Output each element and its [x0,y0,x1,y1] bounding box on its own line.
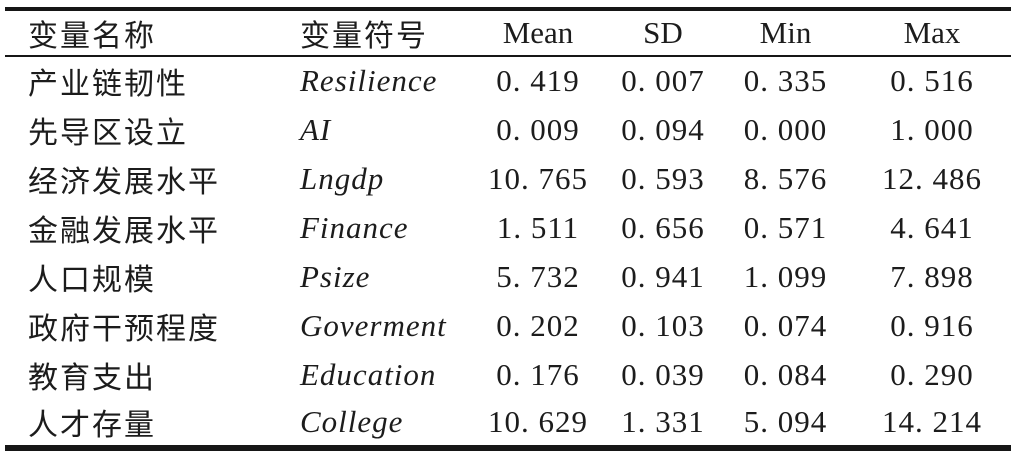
header-row: 变量名称 变量符号 Mean SD Min Max [5,9,1011,56]
variable-name-cell: 金融发展水平 [28,214,220,248]
min-cell: 0. 074 [743,307,828,343]
table-row: 经济发展水平 Lngdp 10. 765 0. 593 8. 576 12. 4… [5,154,1011,203]
table-row: 政府干预程度 Goverment 0. 202 0. 103 0. 074 0.… [5,301,1011,350]
mean-cell: 10. 629 [488,404,588,439]
variable-name-cell: 先导区设立 [28,116,188,150]
variable-name-cell: 政府干预程度 [28,312,220,346]
table-row: 人口规模 Psize 5. 732 0. 941 1. 099 7. 898 [5,252,1011,301]
header-mean: Mean [502,15,574,50]
variable-symbol-cell: Psize [300,258,371,294]
max-cell: 1. 000 [890,111,974,147]
table-row: 人才存量 College 10. 629 1. 331 5. 094 14. 2… [5,399,1011,448]
sd-cell: 0. 656 [621,209,705,245]
variable-symbol-cell: College [300,404,404,439]
variable-symbol-cell: Goverment [300,307,447,343]
min-cell: 5. 094 [743,404,828,439]
variable-symbol-cell: Finance [300,209,409,245]
max-cell: 7. 898 [890,258,974,294]
mean-cell: 10. 765 [488,160,588,196]
min-cell: 0. 000 [743,111,828,147]
max-cell: 0. 290 [890,356,974,392]
max-cell: 0. 516 [890,63,974,98]
descriptive-statistics-table: 变量名称 变量符号 Mean SD Min Max 产业链韧性 Resilien… [5,7,1011,451]
mean-cell: 0. 009 [496,111,580,147]
variable-symbol-cell: Lngdp [300,160,385,196]
mean-cell: 5. 732 [496,258,580,294]
max-cell: 14. 214 [882,404,982,439]
descriptive-statistics-table-wrap: 变量名称 变量符号 Mean SD Min Max 产业链韧性 Resilien… [5,7,1011,451]
sd-cell: 1. 331 [621,404,705,439]
max-cell: 0. 916 [890,307,974,343]
header-sd: SD [643,15,683,50]
header-variable-symbol: 变量符号 [300,20,428,53]
min-cell: 1. 099 [743,258,828,294]
mean-cell: 0. 419 [496,63,580,98]
sd-cell: 0. 103 [621,307,705,343]
sd-cell: 0. 941 [621,258,705,294]
variable-symbol-cell: Resilience [300,63,438,98]
mean-cell: 0. 176 [496,356,580,392]
variable-symbol-cell: Education [300,356,437,392]
sd-cell: 0. 593 [621,160,705,196]
header-max: Max [903,15,961,50]
table-row: 金融发展水平 Finance 1. 511 0. 656 0. 571 4. 6… [5,203,1011,252]
variable-name-cell: 经济发展水平 [28,165,220,199]
sd-cell: 0. 007 [621,63,705,98]
header-variable-name: 变量名称 [28,20,156,53]
variable-name-cell: 产业链韧性 [28,68,188,101]
sd-cell: 0. 039 [621,356,705,392]
table-row: 产业链韧性 Resilience 0. 419 0. 007 0. 335 0.… [5,56,1011,105]
mean-cell: 1. 511 [496,209,580,245]
variable-name-cell: 人才存量 [28,409,156,442]
variable-symbol-cell: AI [300,111,332,147]
table-row: 先导区设立 AI 0. 009 0. 094 0. 000 1. 000 [5,105,1011,154]
variable-name-cell: 教育支出 [28,361,156,395]
table-row: 教育支出 Education 0. 176 0. 039 0. 084 0. 2… [5,350,1011,399]
min-cell: 0. 335 [743,63,828,98]
max-cell: 12. 486 [882,160,982,196]
min-cell: 8. 576 [743,160,828,196]
max-cell: 4. 641 [890,209,974,245]
min-cell: 0. 571 [743,209,828,245]
variable-name-cell: 人口规模 [28,263,156,297]
mean-cell: 0. 202 [496,307,580,343]
header-min: Min [759,15,812,50]
sd-cell: 0. 094 [621,111,705,147]
min-cell: 0. 084 [743,356,828,392]
